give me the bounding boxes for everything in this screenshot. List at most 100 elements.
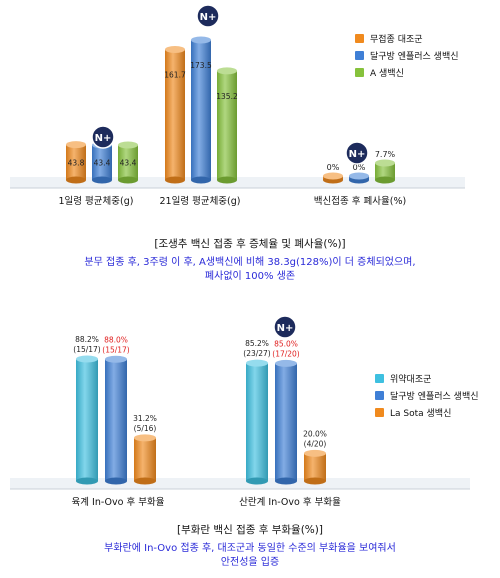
chart2-note: 부화란에 In-Ovo 접종 후, 대조군과 동일한 수준의 부화율을 보여줘서… [0, 542, 500, 570]
legend-label: A 생백신 [370, 69, 404, 79]
legend-swatch [375, 408, 384, 417]
bar-0-1-top [105, 355, 127, 363]
nplus-badge [345, 141, 369, 165]
chart2-note-line2: 안전성을 입증 [220, 557, 280, 568]
bar-1-1 [191, 40, 211, 180]
hatchability-svg: 88.2%(15/17)88.0%(15/17) 31.2%(5/16) 육계 In… [10, 315, 470, 508]
bar-0-1 [105, 359, 127, 481]
data-sublabel: (23/27) [243, 349, 271, 358]
legend-item-a-vaccine: A 생백신 [355, 64, 459, 81]
legend-swatch [355, 51, 364, 60]
bar-1-2-top [217, 67, 237, 75]
nplus-badge-text: N+ [95, 133, 112, 144]
bar-1-0-top [165, 46, 185, 54]
chart2-note-line1: 부화란에 In-Ovo 접종 후, 대조군과 동일한 수준의 부화율을 보여줘서 [104, 543, 396, 554]
bar-1-1-base [191, 176, 211, 184]
data-label: 85.2% [245, 339, 269, 348]
nplus-badge [273, 315, 297, 339]
bar-1-0-base [246, 477, 268, 485]
bar-0-0 [76, 359, 98, 481]
bar-0-2-top [134, 434, 156, 442]
category-label: 21일령 평균체중(g) [160, 195, 241, 207]
data-label: 20.0% [303, 429, 327, 438]
bar-0-0-top [76, 355, 98, 363]
chart1-note-line1: 분무 접종 후, 3주령 이 후, A생백신에 비해 38.3g(128%)이 … [84, 257, 416, 268]
weight-mortality-chart: 43.8 43.4 43.4 1일령 평균체중(g) 161.7 173.5 135.2 21… [0, 0, 500, 230]
bar-1-1-top [275, 359, 297, 367]
data-label: 31.2% [133, 414, 157, 423]
legend-label: 달구방 엔플러스 생백신 [390, 392, 479, 402]
data-label: 161.7 [164, 71, 186, 80]
bar-0-2 [134, 437, 156, 481]
bar-1-0 [165, 49, 185, 181]
bar-2-0-top [323, 172, 343, 180]
data-label: 43.8 [68, 158, 85, 167]
legend-label: 위약대조군 [390, 375, 432, 385]
hatchability-chart: 88.2% (15/17) 88.0% (15/17) 31.2% (5/16) 육계 In… [0, 305, 500, 520]
bar-0-2-base [118, 176, 138, 184]
legend-chart1: 무접종 대조군 달구방 엔플러스 생백신 A 생백신 [355, 30, 459, 81]
weight-mortality-svg: 43.8 43.4 43.4 1일령 평균체중(g) 161.7 173.5 135.2 21… [10, 4, 465, 207]
floor [10, 177, 465, 188]
data-sublabel: (5/16) [134, 424, 157, 433]
nplus-badge-text: N+ [349, 149, 366, 160]
bar-2-2 [375, 163, 395, 180]
bar-1-2 [304, 453, 326, 481]
bar-1-1 [275, 363, 297, 481]
chart1-note-line2: 폐사없이 100% 생존 [204, 271, 296, 282]
bar-0-2-top [118, 141, 138, 149]
data-label: 0% [327, 163, 340, 172]
data-label: 135.2 [216, 92, 238, 101]
bar-1-0-base [165, 176, 185, 184]
legend-swatch [355, 68, 364, 77]
chart2-title: [부화란 백신 접종 후 부화율(%)] [177, 524, 323, 536]
bar-1-2 [217, 70, 237, 180]
bar-0-2 [118, 144, 138, 180]
legend-item-nplus: 달구방 엔플러스 생백신 [375, 387, 479, 404]
bar-1-1-top [191, 36, 211, 44]
floor [10, 478, 470, 489]
data-label: 0% [353, 163, 366, 172]
category-label: 1일령 평균체중(g) [59, 195, 134, 207]
legend-item-lasota: La Sota 생백신 [375, 404, 479, 421]
bar-0-1-base [92, 176, 112, 184]
bar-1-2-base [217, 176, 237, 184]
bar-0-2-base [134, 477, 156, 485]
legend-swatch [355, 34, 364, 43]
legend-item-nplus: 달구방 엔플러스 생백신 [355, 47, 459, 64]
bar-0-0-base [76, 477, 98, 485]
category-label: 백신접종 후 폐사율(%) [314, 195, 406, 207]
category-label: 육계 In-Ovo 후 부화율 [72, 496, 165, 508]
bar-2-1-top [349, 172, 369, 180]
data-label: 88.0% [104, 335, 128, 344]
bar-1-1-base [275, 477, 297, 485]
bar-1-0 [246, 363, 268, 481]
bar-1-2-top [304, 449, 326, 457]
data-label: 85.0% [274, 339, 298, 348]
legend-chart2: 위약대조군 달구방 엔플러스 생백신 La Sota 생백신 [375, 370, 479, 421]
nplus-badge-text: N+ [200, 12, 217, 23]
data-sublabel: (15/17) [73, 345, 101, 354]
bar-0-0 [66, 144, 86, 180]
data-label: 7.7% [375, 150, 396, 159]
data-label: 173.5 [190, 61, 212, 70]
bar-0-0-base [66, 176, 86, 184]
bar-2-2-base [375, 176, 395, 184]
nplus-badge-text: N+ [277, 323, 294, 334]
data-label: 88.2% [75, 335, 99, 344]
chart1-title: [조생추 백신 접종 후 증체율 및 폐사율(%)] [154, 238, 346, 250]
category-label: 산란계 In-Ovo 후 부화율 [239, 496, 341, 508]
bar-0-0-top [66, 141, 86, 149]
nplus-badge [91, 125, 115, 149]
bar-0-1-base [105, 477, 127, 485]
legend-swatch [375, 391, 384, 400]
legend-item-control: 무접종 대조군 [355, 30, 459, 47]
legend-swatch [375, 374, 384, 383]
nplus-badge [196, 4, 220, 28]
bar-0-1 [92, 144, 112, 180]
data-label: 43.4 [94, 158, 111, 167]
data-sublabel: (17/20) [272, 349, 300, 358]
legend-label: 무접종 대조군 [370, 35, 423, 45]
bar-1-2-base [304, 477, 326, 485]
chart1-note: 분무 접종 후, 3주령 이 후, A생백신에 비해 38.3g(128%)이 … [0, 256, 500, 284]
